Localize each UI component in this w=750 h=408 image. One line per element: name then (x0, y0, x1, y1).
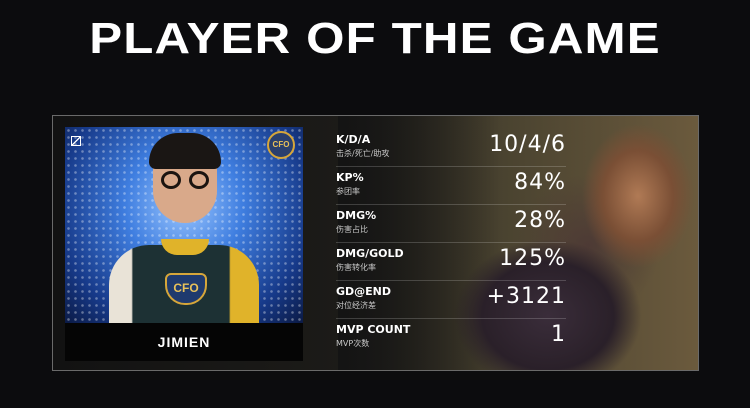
stat-value: 10/4/6 (489, 132, 566, 157)
jersey-collar (161, 239, 209, 255)
stat-value: 84% (514, 170, 566, 195)
stat-row-kp: KP% 参团率 84% (336, 167, 566, 205)
stat-row-mvp: MVP COUNT MVP次数 1 (336, 319, 566, 357)
stat-row-gd: GD@END 对位经济差 +3121 (336, 281, 566, 319)
stat-label: KP% (336, 171, 364, 184)
stat-sublabel: 伤害转化率 (336, 263, 376, 272)
stat-row-kda: K/D/A 击杀/死亡/助攻 10/4/6 (336, 129, 566, 167)
stat-row-dmg-gold: DMG/GOLD 伤害转化率 125% (336, 243, 566, 281)
player-hair (149, 133, 221, 169)
stat-sublabel: MVP次数 (336, 339, 370, 348)
stat-row-dmg: DMG% 伤害占比 28% (336, 205, 566, 243)
stat-sublabel: 击杀/死亡/助攻 (336, 149, 390, 158)
stat-sublabel: 对位经济差 (336, 301, 376, 310)
champion-art (338, 116, 698, 370)
player-name: JIMIEN (65, 323, 303, 361)
stat-sublabel: 参团率 (336, 187, 360, 196)
stat-value: 28% (514, 208, 566, 233)
stat-label: MVP COUNT (336, 323, 411, 336)
stat-value: 1 (551, 322, 566, 347)
league-logo-icon (71, 136, 81, 146)
stat-label: DMG% (336, 209, 377, 222)
jersey-crest: CFO (165, 273, 207, 305)
glasses (161, 171, 209, 189)
stat-label: DMG/GOLD (336, 247, 404, 260)
stat-value: +3121 (486, 284, 566, 309)
team-logo: CFO (267, 131, 295, 159)
stat-sublabel: 伤害占比 (336, 225, 368, 234)
page-title: PLAYER OF THE GAME (89, 14, 661, 63)
stat-label: GD@END (336, 285, 392, 298)
player-card: CFO CFO JIMIEN K/D/A 击杀/死亡/助攻 10/4/6 KP%… (52, 115, 699, 371)
player-photo: CFO CFO (65, 127, 303, 323)
stat-value: 125% (499, 246, 566, 271)
stats-list: K/D/A 击杀/死亡/助攻 10/4/6 KP% 参团率 84% DMG% 伤… (336, 129, 566, 357)
stat-label: K/D/A (336, 133, 371, 146)
